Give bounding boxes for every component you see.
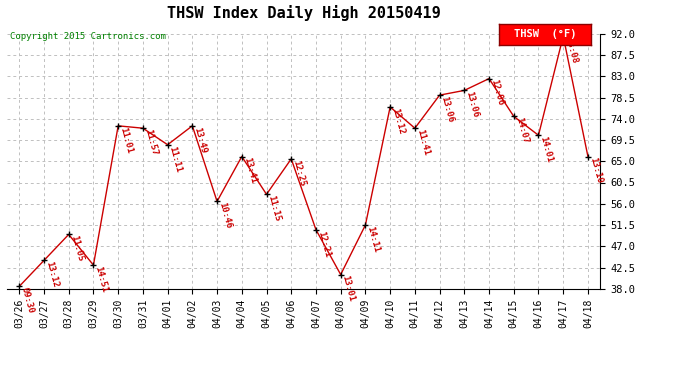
Text: 12:06: 12:06 [489,79,504,107]
Text: 13:10: 13:10 [588,156,604,185]
Text: 13:08: 13:08 [563,36,579,64]
Text: 13:12: 13:12 [44,260,59,289]
Text: 09:30: 09:30 [19,286,35,315]
Text: 14:51: 14:51 [93,265,109,293]
Text: 11:05: 11:05 [69,234,84,263]
Text: 11:15: 11:15 [266,194,282,223]
Text: 13:41: 13:41 [241,156,257,185]
Text: 13:06: 13:06 [464,90,480,119]
Text: 14:07: 14:07 [514,116,529,145]
Text: 10:46: 10:46 [217,201,233,229]
Text: 11:11: 11:11 [168,145,184,173]
Text: 14:11: 14:11 [366,225,381,253]
Text: Copyright 2015 Cartronics.com: Copyright 2015 Cartronics.com [10,32,166,41]
Text: 14:01: 14:01 [538,135,554,164]
Text: 11:01: 11:01 [118,126,134,154]
Title: THSW Index Daily High 20150419: THSW Index Daily High 20150419 [167,5,440,21]
Text: 12:25: 12:25 [291,159,307,187]
Text: 13:01: 13:01 [341,274,356,303]
Text: 12:21: 12:21 [316,230,332,258]
Text: 13:49: 13:49 [193,126,208,154]
Text: 13:12: 13:12 [390,107,406,135]
Text: 11:41: 11:41 [415,128,431,156]
Text: 13:06: 13:06 [440,95,455,123]
Text: 11:57: 11:57 [143,128,159,156]
